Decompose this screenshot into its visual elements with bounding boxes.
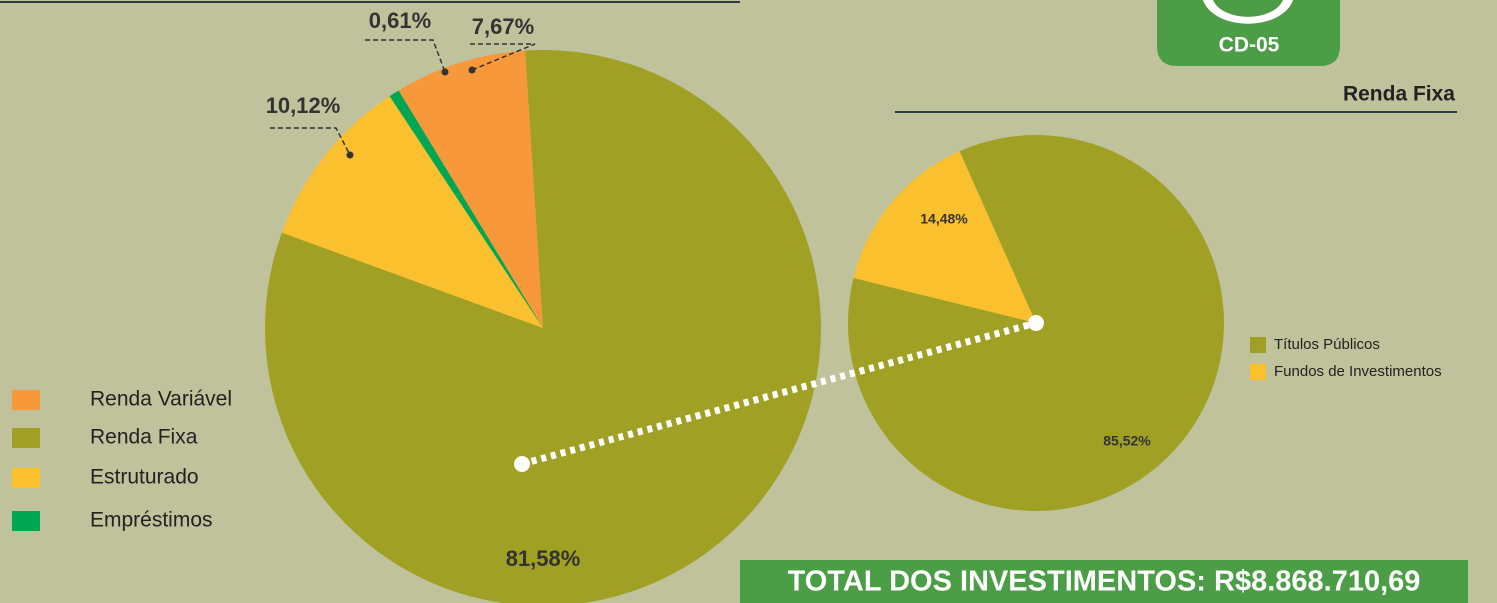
connector (521, 319, 1037, 468)
legend-label: Renda Variável (90, 388, 232, 411)
total-label: TOTAL DOS INVESTIMENTOS: R$8.868.710,69 (788, 566, 1421, 598)
legend-swatch (12, 390, 40, 410)
badge-ring-inner (1213, 0, 1283, 17)
legend-label: Empréstimos (90, 509, 213, 532)
legend-swatch (1250, 337, 1266, 353)
legend-label: Estruturado (90, 466, 199, 489)
pie-slice (398, 50, 543, 329)
leader-dot (441, 68, 449, 76)
leader-dot (468, 66, 476, 74)
pie-slice (853, 151, 1036, 323)
legend-label: Títulos Públicos (1274, 336, 1380, 353)
data-label: 10,12% (266, 93, 341, 118)
data-label: 0,61% (369, 8, 431, 33)
leader-line (470, 43, 536, 71)
badge (1157, 0, 1340, 66)
pie-slice (264, 50, 821, 603)
legend-label: Fundos de Investimentos (1274, 363, 1442, 380)
connector-end (514, 456, 530, 472)
leader-line (270, 127, 351, 156)
data-label: 81,58% (506, 546, 581, 571)
data-label: 14,48% (920, 211, 968, 227)
badge-label: CD-05 (1219, 34, 1280, 57)
connector-end (1028, 315, 1044, 331)
data-label: 85,52% (1103, 433, 1151, 449)
chart-title: Renda Fixa (1343, 83, 1455, 106)
leader-dot (346, 151, 354, 159)
total-banner (740, 560, 1468, 603)
data-label: 7,67% (472, 14, 534, 39)
legend-label: Renda Fixa (90, 426, 198, 449)
legend-swatch (12, 511, 40, 531)
legend-swatch (12, 468, 40, 488)
legend-swatch (12, 428, 40, 448)
leader-line (365, 39, 446, 73)
pie-slice (389, 90, 543, 328)
legend-swatch (1250, 364, 1266, 380)
